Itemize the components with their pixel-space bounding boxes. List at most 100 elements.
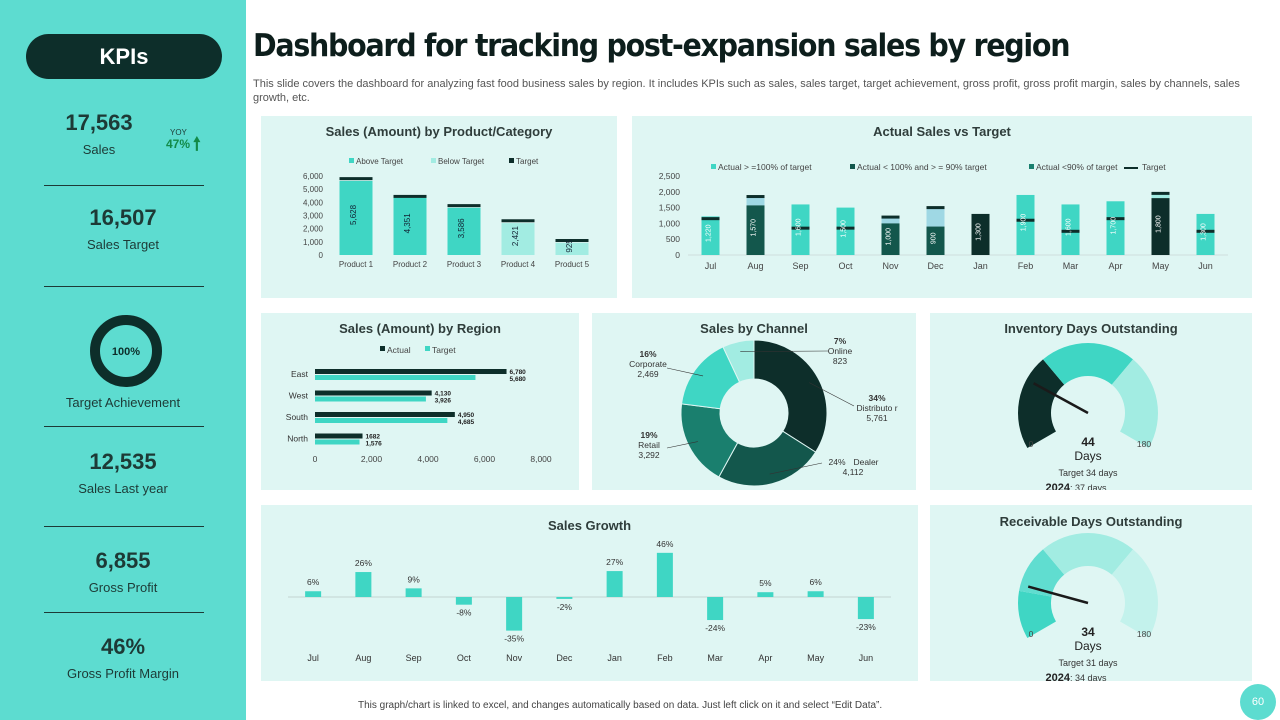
y-tick-label: North: [287, 434, 308, 444]
x-tick-label: Apr: [758, 653, 772, 663]
y-tick-label: 2,000: [303, 225, 324, 234]
achievement-value: 100%: [112, 346, 140, 358]
bar: [1196, 213, 1215, 255]
panel-region: Sales (Amount) by Region Actual Target 0 2,…: [261, 313, 579, 490]
actual-target-chart: Actual > =100% of target Actual < 100% an…: [659, 162, 1228, 271]
x-tick-label: Dec: [927, 261, 944, 271]
page-number: 60: [1240, 684, 1276, 720]
kpi-sales-target-label: Sales Target: [86, 237, 160, 252]
x-tick-label: May: [1152, 261, 1170, 271]
bar: [393, 197, 427, 255]
bar: [556, 597, 573, 599]
data-label: -23%: [856, 622, 876, 632]
x-tick-label: Product 1: [339, 260, 374, 269]
bar: [707, 597, 724, 621]
x-tick-label: Jul: [705, 261, 717, 271]
legend-swatch: [1029, 164, 1034, 169]
gauge-unit: Days: [1074, 639, 1101, 653]
kpi-sales-value: 17,563: [65, 110, 133, 135]
x-tick-label: Feb: [1018, 261, 1034, 271]
kpi-sales-last-year-label: Sales Last year: [78, 481, 168, 496]
data-label: 900: [931, 232, 938, 244]
legend-label: Above Target: [356, 157, 404, 166]
data-label: 2,421: [511, 226, 520, 247]
x-tick-label: Jun: [859, 653, 874, 663]
data-label: 3,926: [435, 398, 452, 405]
panel-title: Sales (Amount) by Product/Category: [325, 124, 553, 139]
legend-label: Actual < 100% and > = 90% target: [857, 162, 987, 172]
target-marker: [501, 219, 535, 223]
y-tick-label: 3,000: [303, 212, 324, 221]
y-tick-label: 2,500: [659, 171, 681, 181]
slice-value: 823: [833, 356, 847, 366]
y-tick-label: South: [286, 412, 308, 422]
gauge-needle: [1032, 382, 1089, 415]
legend-swatch: [711, 164, 716, 169]
leader-line: [809, 382, 855, 407]
x-tick-label: Jan: [973, 261, 988, 271]
legend-swatch: [850, 164, 855, 169]
gauge-year-value: : 37 days: [1070, 483, 1107, 490]
kpi-sidebar: KPIs 17,563 Sales YOY 47% 🠕 16,507 Sales…: [0, 0, 246, 720]
panel-inventory: Inventory Days Outstanding 0 180 44 Days Tar…: [930, 313, 1252, 490]
bar: [971, 213, 990, 255]
kpi-divider: [44, 526, 204, 527]
kpi-target-achievement: 100% Target Achievement: [0, 312, 246, 410]
y-tick-label: 6,000: [303, 172, 324, 181]
panel-receivable: Receivable Days Outstanding 0 180 34 Days Ta…: [930, 505, 1252, 681]
x-tick-label: 6,000: [474, 454, 496, 464]
legend-swatch: [509, 158, 514, 163]
data-label: -24%: [705, 623, 725, 633]
yoy-value: 47%: [166, 137, 191, 151]
data-label: 1,300: [976, 223, 983, 241]
bar: [701, 216, 720, 255]
bar: [447, 207, 481, 255]
x-tick-label: Oct: [457, 653, 472, 663]
kpi-gross-profit-margin: 46% Gross Profit Margin: [0, 634, 246, 681]
data-label: 4,950: [458, 412, 475, 419]
slice-pct: 34%: [868, 393, 885, 403]
panel-title: Actual Sales vs Target: [873, 124, 1011, 139]
target-marker: [971, 214, 990, 217]
product-chart: Above Target Below Target Target 0 1,000 2,00…: [303, 157, 590, 269]
x-tick-label: Oct: [838, 261, 853, 271]
region-chart: Actual Target 0 2,000 4,000 6,000 8,000 East 6,7…: [286, 345, 552, 464]
x-tick-label: 4,000: [417, 454, 439, 464]
page-subtitle: This slide covers the dashboard for anal…: [253, 78, 1240, 104]
y-tick-label: East: [291, 369, 309, 379]
slice-pct: 16%: [639, 349, 656, 359]
pie-slice: [681, 346, 741, 410]
x-tick-label: Jun: [1198, 261, 1213, 271]
kpi-gross-profit-margin-label: Gross Profit Margin: [67, 666, 179, 681]
growth-chart: 6% Jul 26% Aug 9% Sep -8% Oct -35% Nov -2% Dec 27% Ja…: [288, 539, 891, 663]
x-tick-label: Nov: [882, 261, 899, 271]
data-label: 1,000: [886, 228, 893, 246]
x-tick-label: Mar: [1063, 261, 1079, 271]
gauge-band: [1019, 549, 1065, 597]
panel-growth: Sales Growth 6% Jul 26% Aug 9% Sep -8% Oct -35% N…: [261, 505, 918, 681]
bar: [305, 591, 322, 597]
data-label: 26%: [355, 558, 372, 568]
bar-actual: [315, 390, 432, 396]
data-label: 5%: [759, 578, 772, 588]
data-label: 1,300: [1201, 223, 1208, 241]
slice-pct: 7%: [834, 336, 847, 346]
kpi-gross-profit-label: Gross Profit: [88, 580, 158, 595]
x-tick-label: Aug: [355, 653, 371, 663]
bar-actual: [315, 412, 455, 417]
target-marker: [393, 194, 427, 198]
data-label: 1,500: [841, 220, 848, 238]
panel-title: Receivable Days Outstanding: [999, 514, 1183, 529]
data-label: 27%: [606, 557, 623, 567]
x-tick-label: Mar: [707, 653, 723, 663]
data-label: 4,130: [435, 391, 452, 398]
target-marker: [1196, 229, 1215, 233]
data-label: 6%: [809, 577, 822, 587]
target-marker: [1151, 191, 1170, 195]
yoy-indicator: YOY 47% 🠕: [166, 128, 206, 154]
target-marker: [746, 195, 765, 199]
slice-name: Distributo r: [856, 403, 897, 413]
gauge-band: [1043, 533, 1133, 575]
